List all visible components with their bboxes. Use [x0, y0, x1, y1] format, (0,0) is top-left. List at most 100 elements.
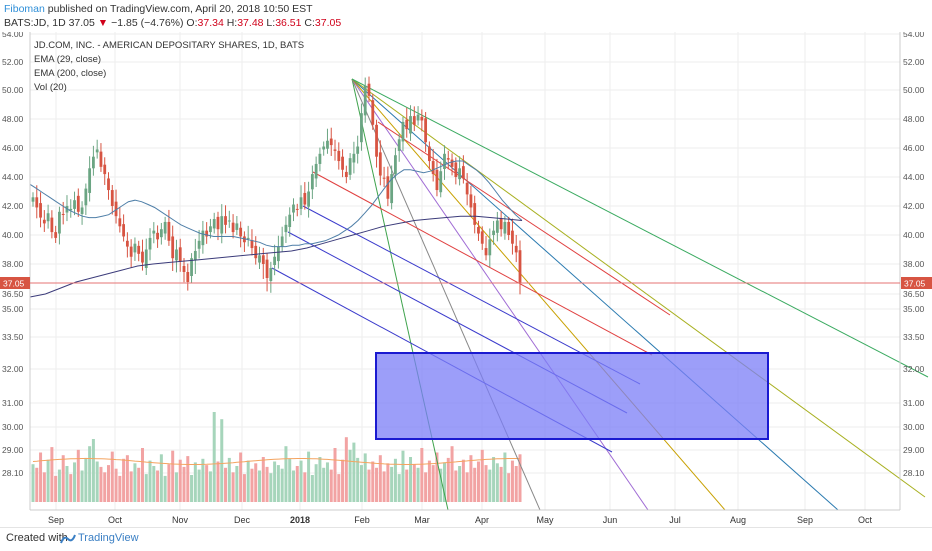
- volume-bar: [250, 468, 254, 502]
- candle-body: [329, 138, 333, 146]
- candle-body: [337, 150, 341, 162]
- candle-body: [159, 229, 163, 238]
- volume-bar: [284, 446, 288, 502]
- y-tick-label-right: 35.00: [903, 304, 925, 314]
- volume-bar: [125, 455, 129, 502]
- volume-bar: [269, 473, 273, 502]
- created-with-label: Created with: [6, 532, 68, 544]
- y-tick-label-right: 52.00: [903, 57, 925, 67]
- high-label: H:: [226, 17, 238, 29]
- candlesticks: [31, 76, 522, 295]
- candle-body: [299, 197, 303, 209]
- volume-bar: [88, 446, 92, 502]
- volume-bar: [224, 467, 228, 502]
- candle-body: [156, 232, 159, 240]
- y-tick-label-right: 36.50: [903, 289, 925, 299]
- y-tick-label-right: 38.00: [903, 259, 925, 269]
- volume-bar: [57, 469, 61, 502]
- volume-bar: [73, 462, 77, 502]
- candle-body: [220, 216, 224, 234]
- tradingview-brand[interactable]: TradingView: [78, 532, 139, 544]
- volume-bar: [54, 475, 58, 502]
- y-tick-label-left: 28.10: [2, 468, 24, 478]
- candle-body: [182, 266, 186, 272]
- volume-bar: [492, 457, 496, 502]
- volume-bar: [261, 457, 265, 502]
- volume-bar: [148, 460, 152, 502]
- candle-body: [514, 245, 518, 253]
- candle-body: [80, 207, 84, 214]
- y-tick-label-right: 31.00: [903, 398, 925, 408]
- volume-bar: [348, 449, 352, 502]
- volume-bar: [435, 452, 439, 502]
- candle-body: [88, 168, 92, 193]
- y-tick-label-right: 32.00: [903, 364, 925, 374]
- volume-ma-line: [32, 458, 521, 465]
- volume-bar: [76, 449, 80, 502]
- candle-body: [193, 250, 197, 261]
- volume-bar: [325, 462, 329, 502]
- volume-bar: [378, 455, 382, 502]
- volume-bar: [442, 462, 446, 502]
- volume-bar: [140, 448, 144, 502]
- y-tick-label-right: 54.00: [903, 32, 925, 39]
- candle-body: [246, 237, 250, 239]
- last-price-label-right: 37.05: [904, 279, 926, 289]
- volume-bar: [216, 461, 220, 502]
- volume-bar: [393, 458, 397, 502]
- volume-bar: [405, 469, 409, 502]
- candle-body: [397, 139, 401, 151]
- candle-body: [224, 216, 227, 225]
- candle-body: [265, 259, 269, 278]
- candle-body: [54, 232, 58, 238]
- candle-body: [31, 197, 35, 202]
- candle-body: [390, 174, 394, 204]
- candle-body: [348, 158, 352, 175]
- candle-body: [303, 192, 307, 205]
- legend-ema200[interactable]: EMA (200, close): [34, 68, 106, 79]
- candle-body: [352, 153, 356, 163]
- volume-bar: [235, 466, 239, 502]
- volume-bar: [152, 466, 156, 502]
- volume-bar: [329, 469, 333, 502]
- candle-body: [258, 255, 261, 263]
- volume-bars: [31, 412, 522, 502]
- candle-body: [129, 246, 133, 257]
- y-tick-label-left: 40.00: [2, 230, 24, 240]
- candle-body: [269, 268, 273, 281]
- ema29-line: [29, 160, 523, 248]
- candle-body: [148, 237, 152, 250]
- volume-bar: [333, 448, 337, 502]
- high-value: 37.48: [237, 17, 264, 29]
- candle-body: [50, 217, 54, 233]
- candle-body: [167, 221, 171, 241]
- candle-body: [443, 153, 446, 170]
- legend-volume[interactable]: Vol (20): [34, 82, 67, 93]
- candle-body: [307, 191, 310, 207]
- candle-body: [205, 230, 209, 237]
- volume-bar: [390, 466, 394, 502]
- candle-body: [92, 156, 95, 169]
- candle-body: [227, 220, 231, 222]
- author-link[interactable]: Fiboman: [4, 3, 45, 15]
- price-chart[interactable]: 54.00 54.00 52.00 52.00 50.00 50.00 48.00 48.00…: [0, 32, 932, 527]
- volume-bar: [107, 465, 111, 502]
- axes: 54.00 54.00 52.00 52.00 50.00 50.00 48.00 48.00…: [0, 32, 932, 525]
- candle-body: [261, 255, 265, 264]
- volume-bar: [337, 474, 341, 502]
- candle-body: [46, 213, 50, 222]
- candle-body: [495, 220, 499, 233]
- candle-body: [344, 171, 348, 177]
- candle-body: [363, 85, 367, 116]
- x-tick-label: Sep: [48, 515, 64, 525]
- volume-bar: [409, 457, 413, 502]
- candle-body: [288, 214, 292, 228]
- legend-ema29[interactable]: EMA (29, close): [34, 54, 101, 65]
- y-tick-label-right: 33.50: [903, 332, 925, 342]
- y-tick-label-right: 28.10: [903, 468, 925, 478]
- candle-body: [507, 221, 511, 235]
- y-tick-label-left: 38.00: [2, 259, 24, 269]
- volume-bar: [352, 442, 356, 502]
- candle-body: [499, 218, 503, 230]
- volume-bar: [450, 446, 454, 502]
